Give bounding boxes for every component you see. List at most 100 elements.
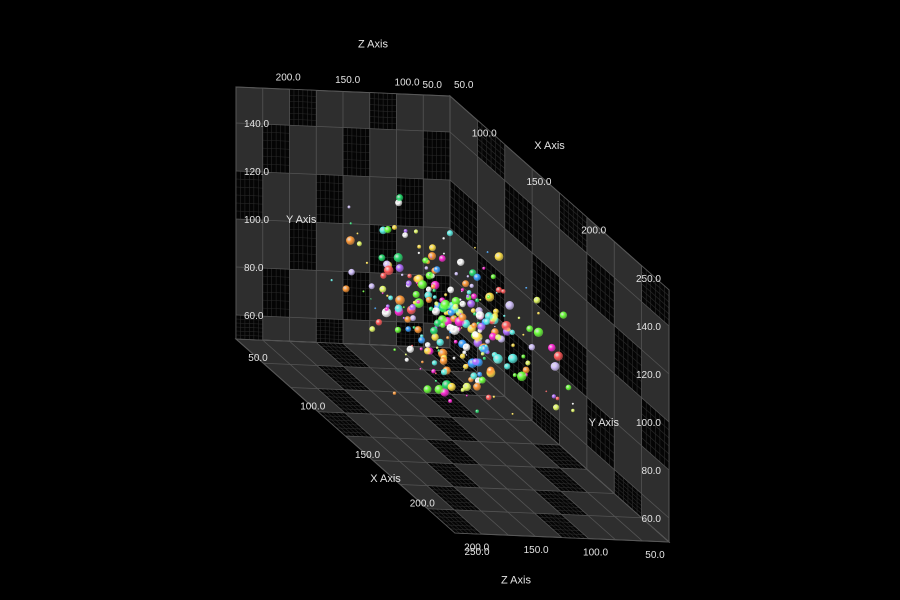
data-point xyxy=(484,312,493,321)
data-point xyxy=(400,273,404,277)
data-point xyxy=(494,252,504,261)
data-point xyxy=(490,274,496,280)
floor-cell-line xyxy=(320,342,349,368)
data-point xyxy=(383,265,394,276)
gridline-z-floor xyxy=(235,338,456,534)
data-point xyxy=(509,329,516,336)
data-point xyxy=(413,229,419,234)
y-tick-label-right: 120.0 xyxy=(244,167,269,178)
data-point xyxy=(405,326,412,332)
data-point xyxy=(452,303,459,310)
floor-cell-line xyxy=(538,490,567,515)
gridlines xyxy=(235,86,670,543)
data-point xyxy=(488,332,497,341)
data-point xyxy=(395,264,404,273)
z-axis-title-bottom: Z Axis xyxy=(501,575,531,587)
back-z-cell xyxy=(235,171,263,221)
data-point xyxy=(406,345,414,353)
data-point xyxy=(505,301,515,310)
floor-cell-line xyxy=(537,466,566,492)
floor-cell-line xyxy=(538,513,567,538)
data-point xyxy=(493,354,503,364)
data-point xyxy=(533,296,541,304)
back-x-cell xyxy=(614,469,642,518)
data-point xyxy=(346,236,355,245)
y-tick-label-left: 100.0 xyxy=(636,418,661,429)
data-point xyxy=(436,338,444,347)
data-point xyxy=(395,295,405,305)
data-point xyxy=(415,281,418,284)
floor-cell xyxy=(317,388,372,415)
data-point xyxy=(507,353,518,364)
data-point xyxy=(348,268,355,276)
floor-cell xyxy=(532,443,587,470)
z-tick-label-bottom: 50.0 xyxy=(645,550,665,561)
data-point xyxy=(493,308,499,315)
data-point xyxy=(431,360,438,366)
y-tick-label-left: 80.0 xyxy=(642,466,662,477)
back-x-cell xyxy=(559,193,588,254)
back-x-cell-line xyxy=(449,187,478,213)
data-point xyxy=(430,284,436,290)
data-point xyxy=(442,237,445,240)
back-x-cell xyxy=(504,180,533,253)
data-point xyxy=(459,312,462,315)
data-point xyxy=(402,232,408,238)
back-x-cell-line xyxy=(531,260,560,286)
gridline-z-floor xyxy=(262,339,483,535)
floor-cell-line xyxy=(431,508,460,534)
z-tick-label-top: 100.0 xyxy=(395,78,420,89)
data-point xyxy=(457,258,465,266)
back-x-cell xyxy=(641,397,670,470)
z-tick-label-top: 200.0 xyxy=(276,73,301,84)
data-point xyxy=(442,252,446,255)
back-z-cell xyxy=(423,130,451,180)
data-point xyxy=(473,382,481,391)
back-x-cell xyxy=(586,253,615,326)
data-point xyxy=(404,316,411,323)
gridline-y-wall1 xyxy=(449,347,670,543)
data-point xyxy=(469,283,474,289)
data-point xyxy=(459,300,466,308)
data-point xyxy=(471,293,477,300)
data-point xyxy=(477,371,483,377)
data-point xyxy=(409,304,416,311)
data-point xyxy=(439,357,448,365)
data-point xyxy=(438,255,446,262)
data-point xyxy=(486,366,495,375)
data-point xyxy=(571,408,575,413)
data-point xyxy=(571,402,574,405)
data-point xyxy=(475,298,480,303)
data-point xyxy=(537,311,540,315)
data-point xyxy=(485,394,492,401)
data-point xyxy=(422,257,429,264)
z-axis-title-top: Z Axis xyxy=(358,39,388,51)
data-point xyxy=(412,326,416,329)
data-point xyxy=(460,327,463,329)
data-point xyxy=(379,285,387,293)
back-z-cell-line xyxy=(235,178,263,181)
data-point xyxy=(525,286,528,289)
data-point xyxy=(483,318,491,325)
back-z-cell-line xyxy=(316,182,344,184)
data-point xyxy=(410,315,416,322)
data-point xyxy=(392,391,397,395)
back-z-cell-line xyxy=(396,185,424,188)
data-point xyxy=(466,294,470,298)
floor-cell-line xyxy=(429,416,458,441)
back-z-cell-line xyxy=(342,279,370,281)
data-point xyxy=(565,384,572,391)
data-point xyxy=(431,369,436,374)
data-point xyxy=(470,308,476,314)
data-point xyxy=(553,404,560,411)
data-point xyxy=(440,322,446,328)
data-point xyxy=(432,288,436,293)
floor-cell xyxy=(318,411,373,438)
floor-cell xyxy=(427,485,482,512)
x-tick-label-bottom: 100.0 xyxy=(300,402,325,413)
data-point xyxy=(555,396,560,401)
back-z-cell-line xyxy=(235,318,263,321)
data-point xyxy=(412,300,417,305)
floor-cell xyxy=(533,466,588,493)
back-x-cell xyxy=(614,325,642,398)
